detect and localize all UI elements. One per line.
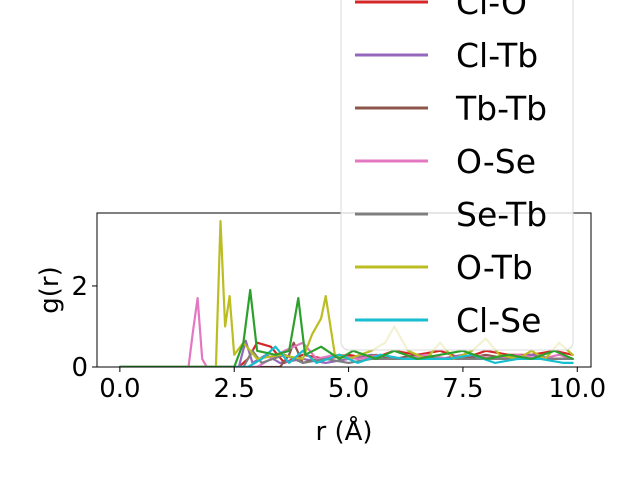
x-tick-label: 2.5 [214,374,255,404]
series-layer [118,220,574,367]
x-tick-label: 0.0 [99,374,140,404]
legend-frame [340,0,574,351]
legend-label: Se-Tb [456,195,547,234]
x-tick-label: 10.0 [548,374,606,404]
legend-label: O-Se [456,142,536,181]
series-line-unlabeled-7 [118,288,574,367]
series-line-cl-o [118,341,574,367]
legend: Cl-O Cl-Tb Tb-Tb O-Se Se-Tb O-Tb Cl-Se [340,0,574,351]
legend-label: Tb-Tb [455,89,547,128]
y-axis-label: g(r) [35,266,65,313]
series-line-cl-se [118,345,574,367]
legend-label: Cl-Tb [456,36,538,75]
y-axis-ticks: 02 [71,272,97,383]
y-tick-label: 0 [71,353,88,383]
legend-label: Cl-Se [456,301,541,340]
x-axis-ticks: 0.0 2.5 5.0 7.5 10.0 [99,367,606,404]
legend-label: O-Tb [456,248,533,287]
x-axis-label: r (Å) [315,415,372,447]
legend-label: Cl-O [456,0,527,22]
x-tick-label: 5.0 [328,374,369,404]
y-tick-label: 2 [71,272,88,302]
x-tick-label: 7.5 [442,374,483,404]
